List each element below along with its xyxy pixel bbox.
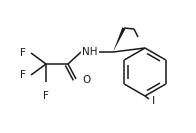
Polygon shape: [113, 27, 126, 52]
Text: I: I: [152, 96, 155, 106]
Text: NH: NH: [82, 47, 98, 57]
Text: O: O: [82, 75, 90, 85]
Text: F: F: [43, 91, 49, 101]
Text: F: F: [20, 70, 26, 80]
Text: F: F: [20, 48, 26, 58]
